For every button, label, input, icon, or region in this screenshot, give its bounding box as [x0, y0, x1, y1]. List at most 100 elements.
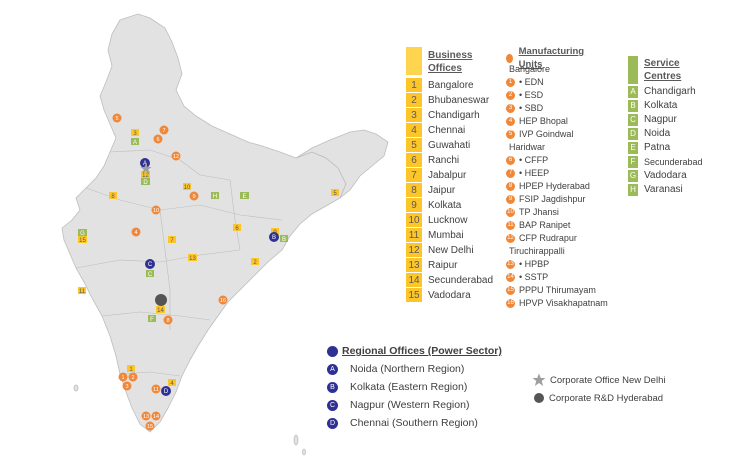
business-marker-3: 3 [131, 129, 139, 137]
regional-markers: A B C D [140, 158, 279, 396]
regional-office-item: A Noida (Northern Region) [327, 361, 464, 377]
business-marker-15: 15 [78, 236, 87, 244]
business-office-item: 5 Guwahati [406, 138, 470, 152]
svg-text:3: 3 [133, 131, 137, 137]
mfg-marker-14: 14 [151, 411, 161, 421]
svg-text:12: 12 [173, 154, 179, 160]
orange-circle-icon [506, 53, 513, 63]
svg-text:10: 10 [153, 208, 159, 214]
business-marker-6: 6 [233, 224, 241, 232]
manufacturing-unit-row: 3 • SBD [506, 102, 543, 114]
business-office-item: 11 Mumbai [406, 228, 464, 242]
mfg-marker-10: 10 [151, 205, 161, 215]
manufacturing-unit-row: 8 HPEP Hyderabad [506, 180, 590, 192]
svg-text:A: A [133, 140, 137, 146]
manufacturing-unit-row: Tiruchirappalli [509, 246, 565, 256]
regional-marker-c: C [145, 259, 155, 269]
svg-text:11: 11 [153, 387, 159, 393]
dark-circle-icon [534, 393, 544, 403]
manufacturing-unit-row: Haridwar [509, 142, 546, 152]
svg-text:D: D [164, 389, 169, 395]
business-marker-12: 12 [141, 171, 150, 179]
star-icon [532, 373, 546, 386]
business-marker-1: 1 [127, 365, 135, 373]
service-centre-item: H Varanasi [628, 183, 683, 196]
svg-text:13: 13 [143, 414, 149, 420]
service-centre-item: B Kolkata [628, 99, 677, 112]
svg-text:1: 1 [129, 367, 133, 373]
business-office-item: 6 Ranchi [406, 153, 459, 167]
blue-circle-icon [327, 345, 338, 357]
svg-text:F: F [150, 317, 154, 323]
map-rd-dark-circle-icon [155, 294, 167, 306]
svg-text:7: 7 [162, 128, 165, 134]
svg-text:15: 15 [79, 238, 86, 244]
island-2 [293, 434, 299, 446]
manufacturing-unit-row: 9 FSIP Jagdishpur [506, 193, 585, 205]
svg-text:2: 2 [253, 260, 257, 266]
manufacturing-unit-row: 10 TP Jhansi [506, 207, 559, 217]
service-centres-header-bar [628, 56, 638, 84]
service-marker-e: E [240, 192, 249, 200]
service-centre-item: C Nagpur [628, 113, 677, 126]
svg-text:16: 16 [220, 298, 226, 304]
svg-text:10: 10 [184, 185, 191, 191]
regional-marker-b: B [269, 232, 279, 242]
mfg-marker-16: 16 [218, 295, 228, 305]
mfg-marker-4: 4 [131, 227, 141, 237]
service-marker-a: A [131, 138, 139, 146]
svg-text:C: C [148, 262, 153, 268]
service-centre-item: E Patna [628, 141, 670, 154]
manufacturing-unit-row: 12 CFP Rudrapur [506, 233, 577, 243]
mfg-marker-7: 7 [159, 125, 169, 135]
svg-text:8: 8 [166, 318, 169, 324]
mfg-marker-11: 11 [151, 384, 161, 394]
manufacturing-unit-row: Bangalore [509, 64, 551, 74]
service-centre-item: D Noida [628, 127, 670, 140]
business-offices-title: Business Offices [428, 50, 473, 74]
business-marker-14: 14 [156, 306, 165, 314]
svg-text:3: 3 [125, 384, 128, 390]
svg-text:B: B [272, 235, 276, 241]
mfg-marker-15: 15 [145, 421, 155, 431]
island-1 [73, 384, 79, 392]
manufacturing-unit-row: 5 IVP Goindwal [506, 128, 573, 140]
service-centre-item: F Secunderabad [628, 155, 703, 168]
svg-text:G: G [80, 231, 85, 237]
svg-text:8: 8 [111, 194, 115, 200]
svg-text:6: 6 [235, 226, 239, 232]
mfg-marker-1: 1 [118, 372, 128, 382]
business-marker-10: 10 [183, 183, 191, 191]
business-markers: 1 2 3 4 5 6 7 8 9 10 11 12 13 14 15 [78, 129, 339, 387]
manufacturing-unit-row: 4 HEP Bhopal [506, 115, 568, 127]
svg-text:11: 11 [79, 289, 86, 295]
business-marker-4: 4 [168, 379, 176, 387]
svg-text:E: E [242, 194, 246, 200]
business-office-item: 3 Chandigarh [406, 108, 480, 122]
business-office-item: 10 Lucknow [406, 213, 467, 227]
island-3 [302, 448, 306, 456]
svg-text:12: 12 [142, 173, 149, 179]
corporate-rd-legend: Corporate R&D Hyderabad [532, 390, 663, 406]
svg-text:5: 5 [333, 191, 337, 197]
svg-text:7: 7 [170, 238, 174, 244]
business-office-item: 2 Bhubaneswar [406, 93, 489, 107]
mfg-marker-13: 13 [141, 411, 151, 421]
service-marker-b: B [280, 235, 288, 243]
service-marker-c: C [146, 270, 154, 278]
business-marker-8: 8 [109, 192, 117, 200]
service-marker-d: D [141, 178, 150, 186]
mfg-marker-2: 2 [128, 372, 138, 382]
business-office-item: 8 Jaipur [406, 183, 455, 197]
svg-text:9: 9 [192, 194, 195, 200]
business-marker-13: 13 [188, 254, 197, 262]
svg-text:15: 15 [147, 424, 153, 430]
svg-text:2: 2 [131, 375, 134, 381]
svg-text:1: 1 [121, 375, 124, 381]
svg-text:13: 13 [189, 256, 196, 262]
svg-text:14: 14 [157, 308, 164, 314]
manufacturing-markers: 1 2 3 4 5 6 7 8 9 10 11 12 13 14 15 16 [112, 113, 228, 431]
manufacturing-unit-row: 7 • HEEP [506, 167, 549, 179]
mfg-marker-12: 12 [171, 151, 181, 161]
